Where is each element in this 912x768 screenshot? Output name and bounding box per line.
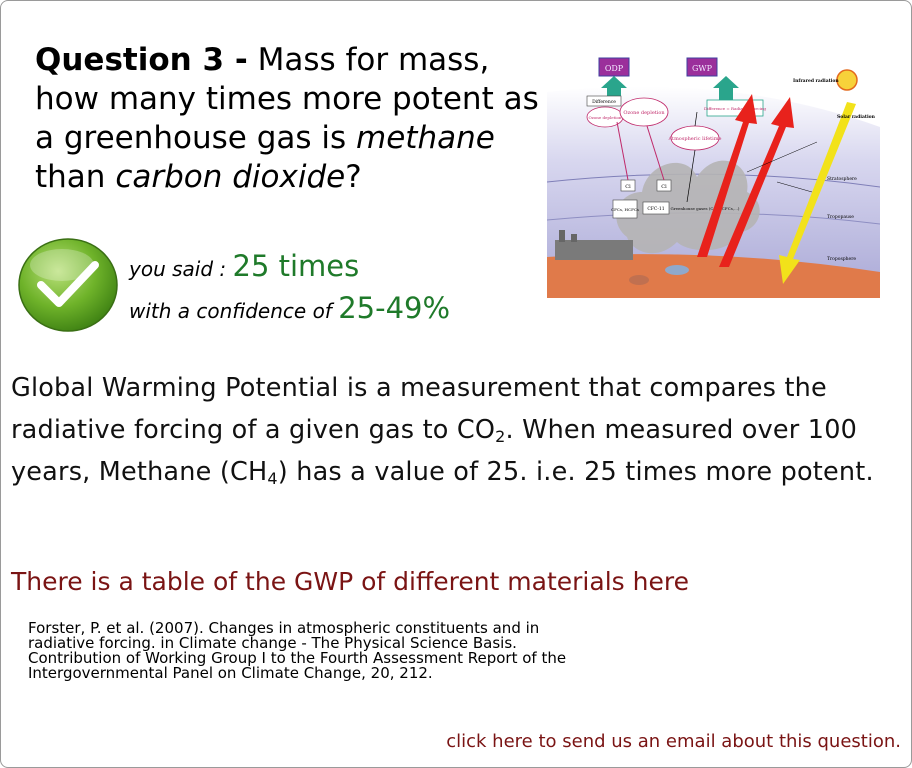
confidence-value: 25-49%	[338, 291, 451, 325]
correct-check-icon	[18, 238, 118, 332]
reference-citation: Forster, P. et al. (2007). Changes in at…	[28, 619, 567, 682]
yellow-arrow	[779, 102, 856, 284]
difference-rf-label: Difference = Radiative forcing	[704, 106, 766, 111]
sun-icon	[836, 69, 858, 91]
solar-label: Solar radiation	[837, 114, 876, 120]
red-arrow-2	[719, 97, 794, 267]
teal-arrow-gwp	[713, 76, 739, 102]
ghg-label: Greenhouse gases (CO2, CFCs,...)	[671, 206, 740, 211]
explanation-part: . When measured over 100 years, Methane …	[11, 415, 858, 487]
infrared-label: Infrared radiation	[793, 78, 839, 84]
subscript: 4	[267, 469, 278, 488]
troposphere-label: Troposphere	[827, 256, 856, 262]
odp-label: ODP	[605, 64, 624, 73]
cfcs-label: CFCs, HCFCs	[611, 207, 639, 212]
said-label: you said :	[129, 257, 233, 281]
email-feedback-link[interactable]: click here to send us an email about thi…	[446, 731, 901, 752]
gwp-table-link[interactable]: There is a table of the GWP of different…	[11, 567, 689, 596]
user-answer: you said : 25 times	[129, 249, 359, 283]
cfc11-label: CFC-11	[647, 206, 664, 212]
cl-label-2: Cl	[661, 184, 667, 190]
ozone-ellipse	[619, 97, 669, 127]
red-arrow-1	[697, 94, 757, 257]
car-icon	[665, 265, 689, 275]
cl-label-1: Cl	[625, 184, 631, 190]
question-number: Question 3 -	[35, 42, 248, 78]
ground	[547, 254, 880, 298]
question-text-part: than	[35, 159, 116, 195]
teal-arrow-odp	[601, 76, 627, 102]
gwp-box	[686, 57, 718, 77]
explanation-text: Global Warming Potential is a measuremen…	[11, 367, 901, 493]
confidence-label: with a confidence of	[129, 299, 339, 323]
cfcs-box	[612, 199, 638, 219]
question-emphasis-co2: carbon dioxide	[115, 159, 346, 195]
greenhouse-diagram: ODP GWP Difference Ozone depletion Ozone…	[547, 52, 880, 298]
stratosphere-label: Stratosphere	[827, 176, 857, 182]
question-text-part: ?	[345, 159, 362, 195]
ozone-label: Ozone depletion	[623, 110, 665, 116]
question-text-part: Mass for mass, how many times more poten…	[35, 42, 539, 156]
question-text: Question 3 - Mass for mass, how many tim…	[35, 41, 555, 197]
cfc11-box	[642, 201, 670, 215]
lifetime-label: Atmospheric lifetime	[668, 136, 722, 142]
difference-box	[586, 95, 622, 107]
question-emphasis-methane: methane	[356, 120, 495, 156]
said-value: 25 times	[232, 249, 360, 283]
explanation-part: ) has a value of 25. i.e. 25 times more …	[277, 457, 874, 487]
user-confidence: with a confidence of 25-49%	[129, 291, 450, 325]
subscript: 2	[495, 427, 506, 446]
tropopause-label: Tropopause	[827, 214, 854, 220]
gwp-label: GWP	[692, 64, 713, 73]
ozone-small-label: Ozone depletion	[588, 115, 621, 120]
difference-label: Difference	[592, 99, 616, 105]
factory	[555, 240, 633, 260]
explanation-part: Global Warming Potential is a measuremen…	[11, 373, 827, 445]
